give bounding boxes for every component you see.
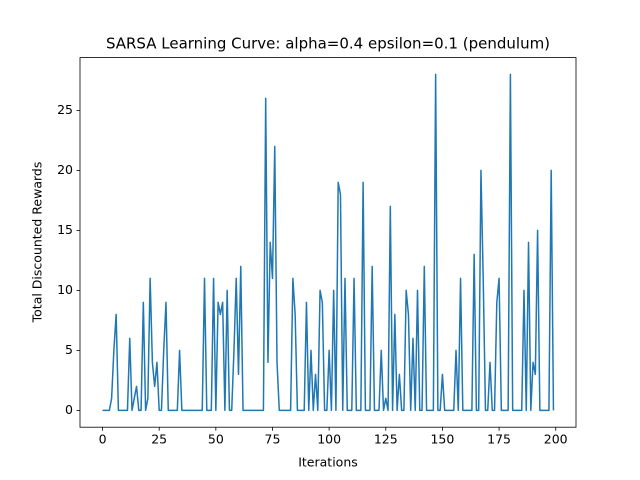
y-axis-label: Total Discounted Rewards	[30, 162, 45, 324]
x-tick-label: 200	[544, 432, 568, 447]
x-tick-label: 25	[151, 432, 167, 447]
data-line	[102, 73, 555, 412]
x-axis-label: Iterations	[298, 455, 358, 470]
y-tick-label: 5	[65, 342, 73, 357]
x-tick-label: 50	[208, 432, 224, 447]
y-tick-label: 10	[57, 282, 73, 297]
x-tick-label: 125	[374, 432, 398, 447]
x-tick-label: 175	[487, 432, 511, 447]
x-tick-label: 100	[317, 432, 341, 447]
y-tick-label: 0	[65, 402, 73, 417]
y-tick-label: 20	[57, 162, 73, 177]
y-tick-label: 15	[57, 222, 73, 237]
x-tick-label: 75	[265, 432, 281, 447]
plot-frame	[79, 57, 577, 428]
y-tick-label: 25	[57, 102, 73, 117]
x-tick-label: 150	[430, 432, 454, 447]
x-tick-label: 0	[99, 432, 107, 447]
chart-title: SARSA Learning Curve: alpha=0.4 epsilon=…	[106, 35, 550, 53]
